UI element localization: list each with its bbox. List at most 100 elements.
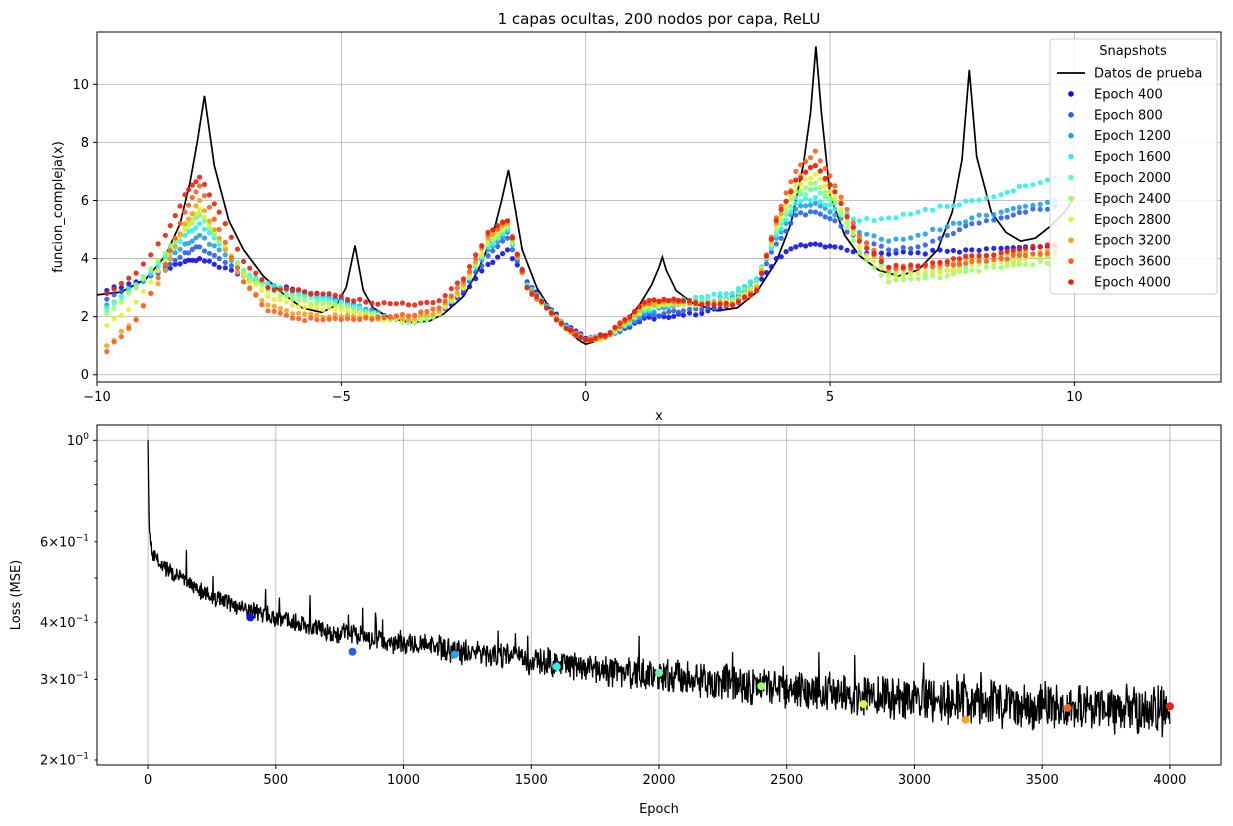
snapshot-point	[856, 250, 863, 256]
snapshot-point	[699, 301, 705, 307]
legend-swatch-snapshot	[1068, 195, 1074, 202]
snapshot-point	[172, 261, 178, 267]
snapshot-point	[807, 197, 814, 203]
snapshot-point	[1010, 257, 1016, 263]
snapshot-point	[1010, 212, 1016, 218]
snapshot-point	[886, 251, 892, 257]
snapshot-point	[283, 312, 289, 318]
snapshot-point	[514, 251, 520, 257]
snapshot-point	[253, 281, 259, 288]
snapshot-point	[201, 226, 208, 232]
snapshot-point	[182, 192, 188, 198]
snapshot-point	[473, 269, 479, 275]
snapshot-point	[950, 256, 957, 262]
snapshot-point	[822, 244, 828, 250]
snapshot-point	[893, 262, 899, 268]
legend-entry-label: Epoch 400	[1094, 87, 1163, 102]
snapshot-point	[827, 195, 833, 201]
prediction-y-tick-label: 0	[81, 368, 89, 383]
snapshot-point	[922, 261, 928, 267]
snapshot-point	[326, 301, 332, 307]
snapshot-point	[133, 285, 139, 291]
snapshot-point	[111, 300, 117, 306]
legend-swatch-snapshot	[1068, 237, 1074, 243]
snapshot-point	[308, 291, 314, 297]
snapshot-point	[641, 299, 647, 305]
snapshot-point	[1004, 263, 1010, 269]
snapshot-point	[172, 213, 178, 219]
snapshot-point	[563, 325, 569, 331]
snapshot-point	[485, 229, 491, 235]
snapshot-point	[338, 317, 344, 323]
snapshot-point	[878, 265, 885, 271]
snapshot-point	[850, 220, 856, 226]
snapshot-point	[534, 293, 540, 299]
snapshot-point	[412, 302, 418, 308]
snapshot-point	[495, 239, 501, 245]
snapshot-point	[111, 315, 117, 322]
snapshot-point	[969, 215, 975, 221]
snapshot-point	[983, 218, 990, 224]
snapshot-point	[467, 284, 473, 290]
snapshot-point	[430, 300, 436, 306]
snapshot-point	[832, 195, 838, 201]
snapshot-point	[387, 301, 393, 307]
snapshot-point	[812, 209, 819, 215]
snapshot-point	[197, 256, 203, 262]
snapshot-point	[592, 335, 599, 341]
snapshot-point	[259, 287, 265, 293]
snapshot-point	[908, 270, 914, 276]
snapshot-point	[302, 298, 308, 304]
snapshot-point	[259, 282, 265, 288]
snapshot-point	[729, 290, 735, 296]
snapshot-point	[338, 306, 344, 312]
snapshot-point	[197, 232, 203, 238]
snapshot-point	[296, 293, 302, 299]
snapshot-point	[844, 224, 850, 230]
snapshot-point	[803, 203, 809, 209]
snapshot-point	[155, 268, 161, 274]
snapshot-point	[424, 299, 430, 305]
snapshot-point	[558, 320, 564, 326]
legend-swatch-snapshot	[1068, 153, 1074, 160]
loss-y-minor-tick-label: 3×10−1	[40, 671, 89, 688]
snapshot-point	[812, 163, 819, 169]
snapshot-point	[671, 296, 677, 302]
snapshot-point	[553, 317, 560, 323]
snapshot-point	[871, 241, 877, 247]
prediction-chart: −10 −5 0 5 10 0 2 4 6 8 10 1 capas ocultas, 200 n…	[51, 10, 1222, 424]
snapshot-point	[922, 231, 928, 237]
snapshot-point	[1004, 256, 1010, 262]
snapshot-point	[817, 184, 823, 191]
snapshot-point	[454, 290, 460, 296]
loss-x-ticks: 0 500 1000 1500 2000 2500 3000 3500 4000	[144, 765, 1186, 788]
snapshot-point	[741, 294, 748, 300]
snapshot-point	[798, 175, 804, 181]
snapshot-point	[126, 325, 132, 332]
prediction-x-tick-label: −10	[83, 390, 110, 405]
snapshot-point	[162, 232, 168, 238]
snapshot-point	[717, 306, 723, 312]
snapshot-point	[886, 279, 892, 285]
snapshot-point	[680, 298, 687, 304]
snapshot-point	[172, 235, 178, 241]
snapshot-point	[430, 311, 436, 317]
snapshot-point	[393, 301, 399, 307]
snapshot-point	[844, 214, 850, 220]
loss-x-tick-label: 1500	[515, 773, 548, 788]
snapshot-point	[937, 269, 943, 276]
snapshot-point	[1037, 201, 1043, 207]
snapshot-point	[201, 214, 208, 220]
snapshot-point	[412, 312, 418, 318]
snapshot-point	[344, 316, 351, 322]
snapshot-point	[1022, 245, 1029, 251]
snapshot-point	[822, 194, 828, 200]
snapshot-point	[167, 255, 173, 261]
snapshot-point	[201, 181, 208, 187]
snapshot-point	[418, 316, 424, 322]
snapshot-point	[201, 193, 208, 199]
snapshot-point	[871, 258, 877, 264]
snapshot-point	[705, 293, 711, 299]
snapshot-point	[838, 223, 844, 229]
loss-x-label: Epoch	[639, 802, 679, 817]
